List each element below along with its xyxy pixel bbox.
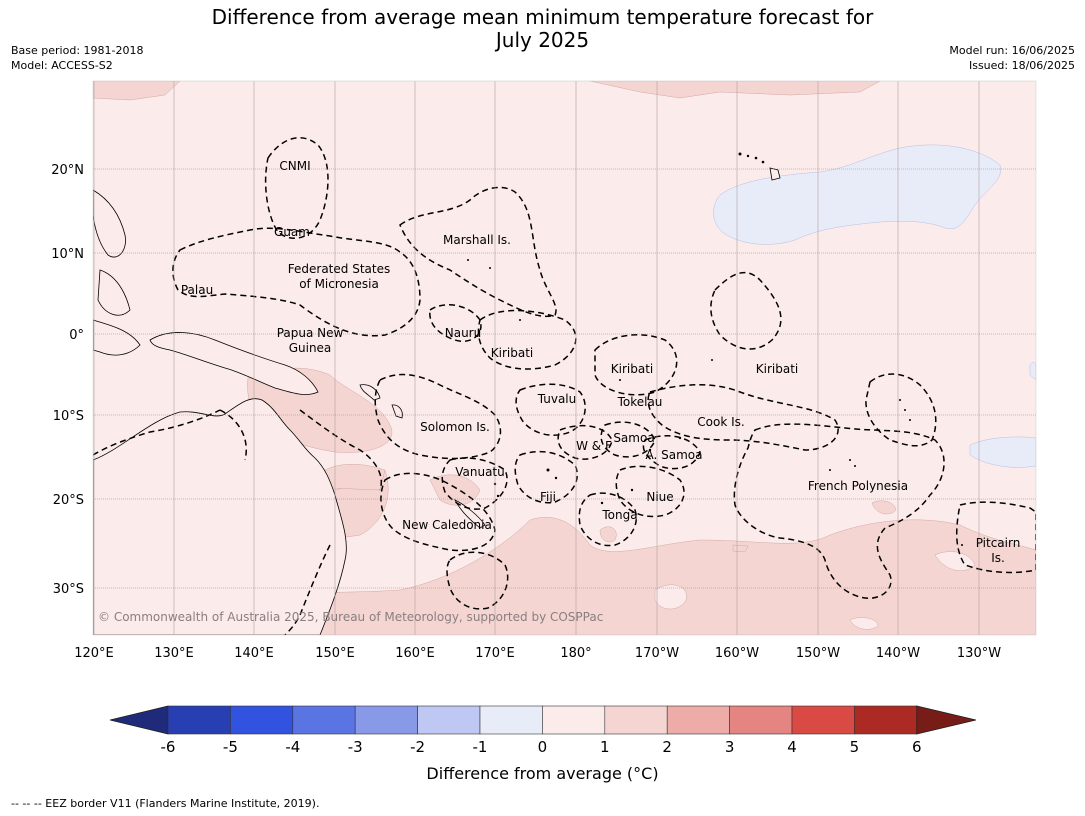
colorbar-tick-label: 2 — [662, 738, 672, 756]
colorbar-tick-label: -3 — [347, 738, 363, 756]
colorbar-segment — [542, 705, 606, 735]
latitude-tick-label: 20°S — [53, 493, 84, 508]
pale-patches — [654, 551, 976, 630]
colorbar-segment — [417, 705, 481, 735]
region-label: Tuvalu — [537, 392, 577, 406]
longitude-tick-label: 140°W — [876, 646, 920, 661]
graticule — [93, 81, 1036, 635]
coastlines — [93, 167, 781, 635]
region-label: New Caledonia — [402, 518, 492, 532]
longitude-tick-label: 130°W — [957, 646, 1001, 661]
region-label: French Polynesia — [808, 479, 908, 493]
longitude-tick-label: 170°E — [475, 646, 515, 661]
region-label: CNMI — [279, 159, 310, 173]
region-label: Guam — [274, 225, 310, 239]
eez-legend: -- -- -- EEZ border V11 (Flanders Marine… — [11, 797, 320, 810]
colorbar-segment — [666, 705, 730, 735]
colorbar-segment — [479, 705, 543, 735]
copyright-notice: © Commonwealth of Australia 2025, Bureau… — [98, 610, 603, 624]
region-label: Is. — [991, 551, 1005, 565]
model-run: Model run: 16/06/2025 — [949, 44, 1075, 57]
colorbar-tick-label: 4 — [787, 738, 797, 756]
map-frame — [92, 80, 1037, 636]
eez-borders — [93, 136, 1036, 635]
latitude-tick-label: 20°N — [51, 163, 84, 178]
small-islands — [467, 152, 963, 546]
longitude-tick-label: 160°W — [715, 646, 759, 661]
longitude-tick-label: 180° — [560, 646, 591, 661]
base-period: Base period: 1981-2018 — [11, 44, 144, 57]
longitude-tick-label: 130°E — [154, 646, 194, 661]
model-name: Model: ACCESS-S2 — [11, 59, 113, 72]
colorbar-tick-label: 0 — [537, 738, 548, 756]
colorbar — [109, 705, 977, 735]
colorbar-tick-label: 6 — [912, 738, 922, 756]
region-label: Fiji — [540, 490, 556, 504]
chart-title: Difference from average mean minimum tem… — [0, 6, 1085, 52]
meta-left: Base period: 1981-2018 Model: ACCESS-S2 — [11, 43, 143, 73]
region-label: Vanuatu — [455, 465, 505, 479]
colorbar-segment — [854, 705, 918, 735]
latitude-tick-label: 10°N — [51, 247, 84, 262]
colorbar-segment — [791, 705, 855, 735]
colorbar-segment — [729, 705, 793, 735]
colorbar-tick-label: 5 — [849, 738, 860, 756]
region-label: Kiribati — [611, 362, 653, 376]
longitude-tick-label: 170°W — [635, 646, 679, 661]
latitude-tick-label: 10°S — [53, 409, 84, 424]
region-label: Nauru — [445, 326, 481, 340]
title-line-2: July 2025 — [495, 28, 590, 52]
colorbar-label-text: Difference from average (°C) — [426, 764, 659, 783]
longitude-tick-label: 150°W — [796, 646, 840, 661]
region-label: Kiribati — [491, 346, 533, 360]
longitude-tick-labels: 120°E 130°E 140°E 150°E 160°E 170°E 180° 170°W 1… — [74, 646, 1001, 661]
region-label: of Micronesia — [299, 277, 379, 291]
latitude-tick-label: 0° — [69, 328, 84, 343]
colorbar-tick-label: 3 — [724, 738, 735, 756]
region-label: Cook Is. — [697, 415, 744, 429]
region-label: Palau — [181, 283, 213, 297]
longitude-tick-label: 150°E — [315, 646, 355, 661]
colorbar-extend-low — [109, 705, 169, 735]
latitude-tick-labels: 20°N 10°N 0° 10°S 20°S 30°S — [51, 163, 84, 597]
region-label: Marshall Is. — [443, 233, 511, 247]
colorbar-segment — [230, 705, 294, 735]
region-label: A. Samoa — [646, 448, 703, 462]
colorbar-tick-label: -5 — [222, 738, 238, 756]
region-label: Samoa — [613, 431, 654, 445]
longitude-tick-label: 140°E — [234, 646, 274, 661]
colorbar-segment — [354, 705, 418, 735]
meta-right: Model run: 16/06/2025 Issued: 18/06/2025 — [949, 43, 1075, 73]
region-label: Papua New — [277, 326, 344, 340]
colorbar-label: Difference from average (°C) — [0, 764, 1085, 783]
colorbar-tick-label: -6 — [160, 738, 176, 756]
region-label: Pitcairn — [976, 536, 1021, 550]
colorbar-segment — [604, 705, 668, 735]
region-label: W & F — [576, 439, 612, 453]
colorbar-tick-label: 1 — [600, 738, 610, 756]
longitude-tick-label: 160°E — [395, 646, 435, 661]
title-line-1: Difference from average mean minimum tem… — [211, 5, 874, 29]
colorbar-segment — [167, 705, 231, 735]
region-label: Niue — [646, 490, 673, 504]
region-label: Guinea — [289, 341, 332, 355]
colorbar-extend-high — [916, 705, 977, 735]
region-label: Solomon Is. — [420, 420, 490, 434]
colorbar-tick-label: -4 — [285, 738, 301, 756]
region-label: Tonga — [601, 508, 637, 522]
region-label: Federated States — [288, 262, 390, 276]
latitude-tick-label: 30°S — [53, 582, 84, 597]
colorbar-tick-label: -2 — [410, 738, 426, 756]
region-label: Tokelau — [617, 395, 663, 409]
colorbar-tick-label: -1 — [472, 738, 488, 756]
region-label: Kiribati — [756, 362, 798, 376]
colorbar-segment — [292, 705, 356, 735]
longitude-tick-label: 120°E — [74, 646, 114, 661]
issued-date: Issued: 18/06/2025 — [968, 59, 1075, 72]
